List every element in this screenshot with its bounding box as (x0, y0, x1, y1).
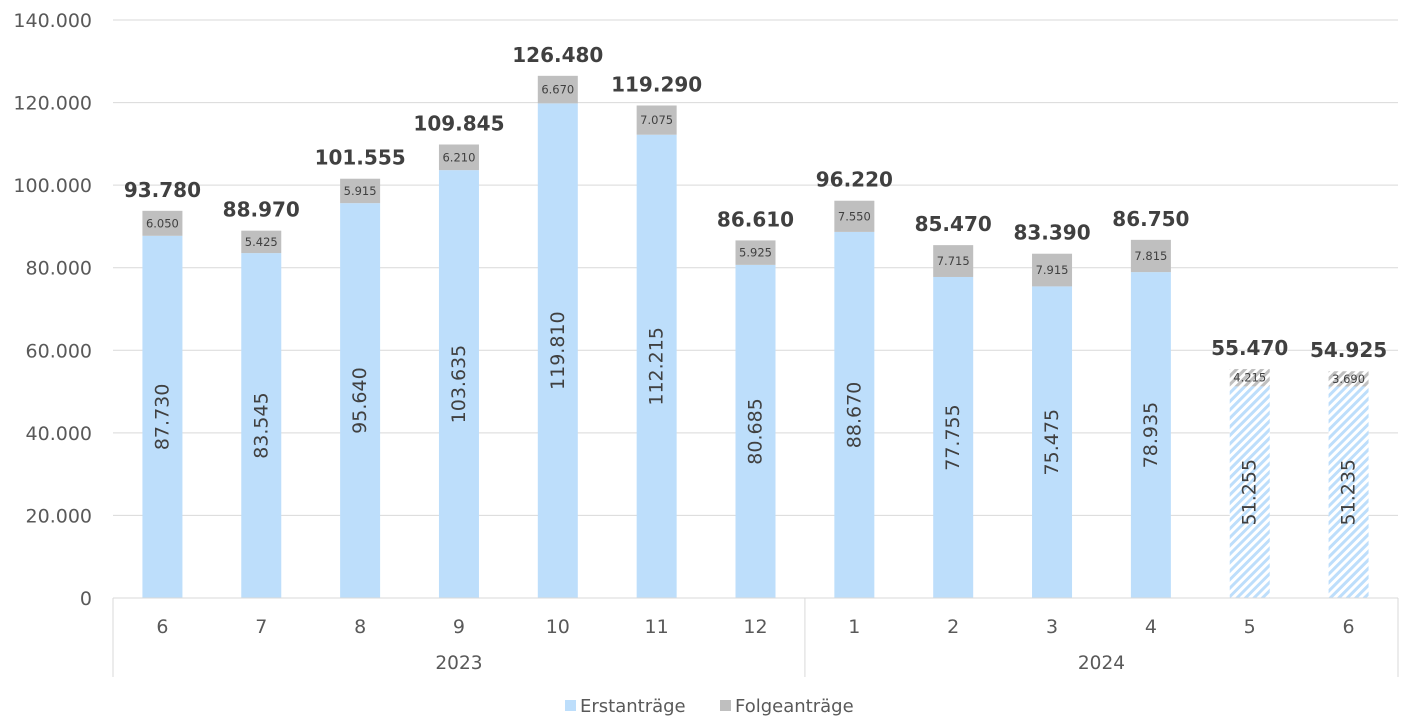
y-tick-label: 80.000 (26, 258, 92, 280)
bar-folgeantraege (537, 75, 578, 104)
y-tick-label: 0 (80, 588, 92, 610)
x-tick-label: 11 (645, 616, 669, 638)
erstantraege-value-label: 95.640 (349, 367, 371, 433)
bar-folgeantraege (1328, 371, 1369, 387)
folgeantraege-value-label: 5.925 (739, 246, 772, 260)
bar-erstantraege (241, 253, 282, 599)
folgeantraege-value-label: 5.915 (344, 184, 377, 198)
bar-folgeantraege (636, 105, 677, 135)
bar-folgeantraege (340, 178, 381, 204)
erstantraege-value-label: 75.475 (1041, 409, 1063, 475)
year-group-label: 2024 (1078, 653, 1125, 674)
x-tick-label: 6 (156, 616, 168, 638)
erstantraege-value-label: 83.545 (250, 392, 272, 458)
bar-folgeantraege (1130, 239, 1171, 273)
y-tick-label: 60.000 (26, 340, 92, 362)
total-value-label: 83.390 (1013, 221, 1090, 245)
y-tick-label: 140.000 (13, 10, 92, 32)
total-value-label: 101.555 (315, 146, 406, 170)
legend: Erstanträge Folgeanträge (565, 696, 854, 717)
bar-erstantraege (537, 103, 578, 598)
folgeantraege-value-label: 6.210 (442, 150, 475, 164)
total-value-label: 93.780 (124, 178, 201, 202)
total-value-label: 126.480 (512, 43, 603, 67)
bar-erstantraege (1032, 286, 1073, 598)
x-tick-label: 3 (1046, 616, 1058, 638)
x-tick-label: 12 (743, 616, 767, 638)
year-group-label: 2023 (435, 653, 482, 674)
folgeantraege-value-label: 7.915 (1036, 263, 1069, 277)
total-value-label: 85.470 (915, 212, 992, 236)
erstantraege-value-label: 77.755 (942, 404, 964, 470)
erstantraege-value-label: 119.810 (547, 311, 569, 390)
folgeantraege-value-label: 3.690 (1332, 372, 1365, 386)
bar-folgeantraege (933, 245, 974, 277)
folgeantraege-value-label: 6.670 (541, 83, 574, 97)
y-axis: 0 20.000 40.000 60.000 80.000 100.000 120.000 1… (13, 10, 92, 610)
total-value-label: 86.610 (717, 207, 794, 231)
x-tick-label: 9 (453, 616, 465, 638)
x-tick-label: 6 (1343, 616, 1355, 638)
x-tick-label: 8 (354, 616, 366, 638)
total-value-label: 119.290 (611, 73, 702, 97)
erstantraege-value-label: 103.635 (448, 345, 470, 424)
bars: 87.730 6.050 93.780 83.545 5.425 88.970 95.640… (124, 43, 1387, 599)
legend-label-erstantraege: Erstanträge (580, 696, 686, 717)
x-tick-label: 7 (255, 616, 267, 638)
bar-erstantraege (933, 276, 974, 598)
y-tick-label: 120.000 (13, 93, 92, 115)
legend-swatch (720, 700, 731, 711)
bar-erstantraege (636, 134, 677, 599)
legend-label-folgeantraege: Folgeanträge (735, 696, 854, 717)
x-tick-label: 10 (546, 616, 570, 638)
folgeantraege-value-label: 7.815 (1134, 249, 1167, 263)
legend-swatch (565, 700, 576, 711)
y-tick-label: 20.000 (26, 505, 92, 527)
folgeantraege-value-label: 7.075 (640, 113, 673, 127)
x-tick-label: 4 (1145, 616, 1157, 638)
y-tick-label: 100.000 (13, 175, 92, 197)
bar-folgeantraege (438, 144, 479, 171)
folgeantraege-value-label: 4.215 (1233, 371, 1266, 385)
x-tick-label: 1 (848, 616, 860, 638)
bar-erstantraege (1328, 386, 1369, 598)
x-tick-label: 5 (1244, 616, 1256, 638)
folgeantraege-value-label: 7.550 (838, 209, 871, 223)
total-value-label: 96.220 (816, 168, 893, 192)
total-value-label: 54.925 (1310, 338, 1387, 362)
folgeantraege-value-label: 5.425 (245, 235, 278, 249)
total-value-label: 86.750 (1112, 207, 1189, 231)
bar-erstantraege (735, 264, 776, 598)
erstantraege-value-label: 51.235 (1338, 459, 1360, 525)
bar-erstantraege (142, 235, 183, 599)
bar-erstantraege (834, 231, 875, 599)
erstantraege-value-label: 51.255 (1239, 459, 1261, 525)
total-value-label: 88.970 (223, 198, 300, 222)
bar-erstantraege (1130, 272, 1171, 598)
erstantraege-value-label: 87.730 (151, 384, 173, 450)
bar-folgeantraege (1229, 368, 1270, 387)
bar-folgeantraege (834, 200, 875, 232)
y-tick-label: 40.000 (26, 423, 92, 445)
bar-erstantraege (438, 170, 479, 598)
bar-erstantraege (340, 203, 381, 598)
bar-folgeantraege (142, 210, 183, 236)
total-value-label: 55.470 (1211, 336, 1288, 360)
bar-folgeantraege (241, 230, 282, 254)
bar-folgeantraege (1032, 253, 1073, 287)
folgeantraege-value-label: 6.050 (146, 216, 179, 230)
erstantraege-value-label: 88.670 (843, 382, 865, 448)
total-value-label: 109.845 (413, 111, 504, 135)
folgeantraege-value-label: 7.715 (937, 254, 970, 268)
x-tick-label: 2 (947, 616, 959, 638)
erstantraege-value-label: 80.685 (745, 398, 767, 464)
erstantraege-value-label: 78.935 (1140, 402, 1162, 468)
bar-folgeantraege (735, 240, 776, 265)
erstantraege-value-label: 112.215 (646, 327, 668, 406)
bar-erstantraege (1229, 386, 1270, 598)
